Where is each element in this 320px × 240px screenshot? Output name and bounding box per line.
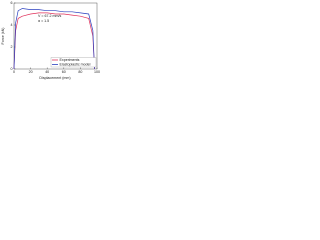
x-tick-label: 0 — [13, 70, 15, 74]
series-line — [13, 8, 95, 70]
x-tick-label: 100 — [94, 70, 100, 74]
y-tick-label: 0 — [11, 67, 13, 71]
y-axis-label: Force (kN) — [1, 28, 5, 45]
annotation: α = 1.5 — [38, 19, 49, 23]
plot-frame — [13, 2, 98, 70]
page: Displacement (mm) Force (kN) V = 67.2 mm… — [0, 0, 320, 83]
series-line — [13, 12, 95, 70]
legend-label: Elastoplastic model — [60, 62, 91, 66]
chart: Displacement (mm) Force (kN) V = 67.2 mm… — [1, 1, 100, 80]
legend-label: Experiments — [60, 58, 80, 62]
y-tick-label: 6 — [11, 1, 13, 5]
x-tick-label: 20 — [29, 70, 33, 74]
annotation: V = 67.2 mm/s — [38, 14, 61, 18]
x-tick-label: 80 — [78, 70, 82, 74]
x-tick-label: 40 — [45, 70, 49, 74]
x-axis-label: Displacement (mm) — [39, 76, 70, 80]
y-tick-label: 2 — [11, 45, 13, 49]
y-tick-label: 4 — [11, 23, 13, 27]
legend-box — [50, 57, 97, 68]
x-tick-label: 60 — [62, 70, 66, 74]
